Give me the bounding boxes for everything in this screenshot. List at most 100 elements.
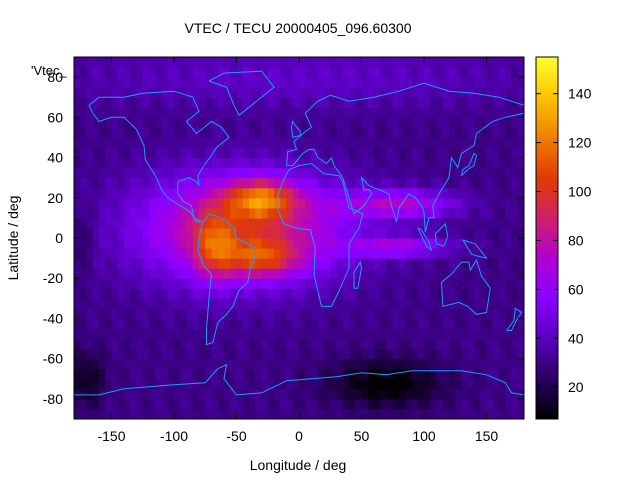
heatmap-cell <box>411 117 419 128</box>
heatmap-cell <box>224 127 231 139</box>
heatmap-cell <box>149 248 156 259</box>
heatmap-cell <box>299 298 306 309</box>
heatmap-cell <box>492 298 500 309</box>
heatmap-cell <box>367 117 375 128</box>
heatmap-cell <box>361 368 369 380</box>
heatmap-cell <box>274 388 281 400</box>
heatmap-cell <box>136 398 144 410</box>
heatmap-cell <box>286 177 294 189</box>
heatmap-cell <box>111 187 119 199</box>
heatmap-cell <box>399 167 406 179</box>
heatmap-cell <box>286 248 294 259</box>
heatmap-cell <box>305 147 313 159</box>
heatmap-cell <box>286 288 294 299</box>
heatmap-cell <box>317 187 325 199</box>
heatmap-cell <box>380 318 388 330</box>
heatmap-cell <box>342 278 350 289</box>
heatmap-cell <box>417 268 425 279</box>
heatmap-cell <box>230 227 238 239</box>
heatmap-cell <box>205 127 213 139</box>
heatmap-cell <box>230 388 238 400</box>
heatmap-cell <box>399 217 406 229</box>
heatmap-cell <box>142 127 150 139</box>
heatmap-cell <box>324 238 331 249</box>
heatmap-cell <box>236 278 244 289</box>
heatmap-cell <box>417 248 425 259</box>
heatmap-cell <box>399 268 406 279</box>
heatmap-cell <box>161 177 169 189</box>
heatmap-cell <box>399 328 406 340</box>
heatmap-cell <box>486 388 494 400</box>
heatmap-cell <box>149 328 156 340</box>
heatmap-cell <box>167 308 175 320</box>
heatmap-cell <box>136 268 144 279</box>
heatmap-cell <box>330 268 338 279</box>
heatmap-cell <box>342 137 350 149</box>
heatmap-cell <box>455 97 463 108</box>
heatmap-cell <box>117 278 125 289</box>
heatmap-cell <box>505 378 513 390</box>
heatmap-cell <box>330 378 338 390</box>
heatmap-cell <box>492 127 500 139</box>
heatmap-cell <box>442 338 450 350</box>
heatmap-cell <box>142 238 150 249</box>
heatmap-cell <box>149 368 156 380</box>
heatmap-cell <box>224 87 231 98</box>
heatmap-cell <box>117 318 125 330</box>
heatmap-cell <box>442 97 450 108</box>
heatmap-cell <box>367 207 375 219</box>
heatmap-cell <box>117 328 125 340</box>
heatmap-cell <box>317 308 325 320</box>
heatmap-cell <box>455 197 463 209</box>
heatmap-cell <box>105 298 113 309</box>
heatmap-cell <box>474 67 481 78</box>
heatmap-cell <box>230 308 238 320</box>
heatmap-cell <box>99 318 106 330</box>
heatmap-cell <box>117 157 125 169</box>
heatmap-cell <box>205 278 213 289</box>
heatmap-cell <box>511 57 519 68</box>
heatmap-cell <box>455 398 463 410</box>
heatmap-cell <box>167 137 175 149</box>
heatmap-cell <box>211 308 219 320</box>
heatmap-cell <box>486 167 494 179</box>
heatmap-cell <box>342 248 350 259</box>
heatmap-cell <box>449 167 456 179</box>
heatmap-cell <box>355 308 363 320</box>
heatmap-cell <box>299 348 306 360</box>
heatmap-cell <box>174 77 181 88</box>
heatmap-cell <box>449 398 456 410</box>
heatmap-cell <box>149 147 156 159</box>
heatmap-cell <box>161 157 169 169</box>
heatmap-cell <box>261 258 269 269</box>
heatmap-cell <box>361 177 369 189</box>
heatmap-cell <box>399 87 406 98</box>
heatmap-cell <box>86 298 94 309</box>
heatmap-cell <box>105 167 113 179</box>
heatmap-cell <box>430 278 438 289</box>
heatmap-cell <box>486 127 494 139</box>
heatmap-cell <box>217 217 225 229</box>
heatmap-cell <box>474 167 481 179</box>
heatmap-cell <box>505 137 513 149</box>
heatmap-cell <box>211 388 219 400</box>
heatmap-cell <box>349 207 356 219</box>
heatmap-cell <box>124 137 131 149</box>
heatmap-cell <box>124 117 131 128</box>
heatmap-cell <box>361 308 369 320</box>
heatmap-cell <box>349 117 356 128</box>
heatmap-cell <box>111 57 119 68</box>
heatmap-cell <box>249 288 256 299</box>
heatmap-cell <box>505 87 513 98</box>
heatmap-cell <box>511 408 519 419</box>
heatmap-cell <box>355 328 363 340</box>
heatmap-cell <box>349 248 356 259</box>
heatmap-cell <box>449 338 456 350</box>
heatmap-cell <box>361 348 369 360</box>
heatmap-cell <box>167 87 175 98</box>
heatmap-cell <box>224 378 231 390</box>
heatmap-cell <box>442 197 450 209</box>
heatmap-cell <box>274 288 281 299</box>
heatmap-cell <box>492 268 500 279</box>
